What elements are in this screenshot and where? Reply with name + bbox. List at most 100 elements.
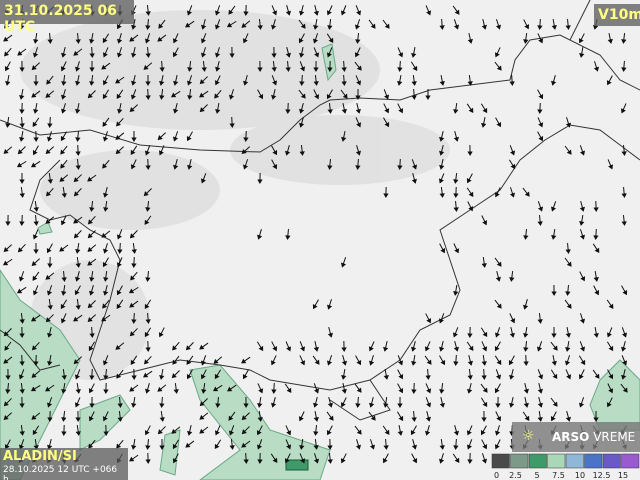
wind-arrow-head (453, 207, 459, 212)
wind-arrow-head (131, 80, 137, 86)
wind-arrow-head (228, 94, 235, 100)
wind-arrow-head (313, 416, 319, 422)
wind-arrow-head (19, 123, 25, 128)
wind-arrow-head (32, 150, 38, 156)
wind-arrow-head (593, 207, 599, 212)
wind-arrow-head (370, 415, 376, 421)
logo-icon: ☼ (522, 428, 535, 444)
wind-arrow-head (187, 164, 193, 170)
wind-arrow-head (129, 456, 135, 462)
wind-arrow-head (61, 389, 67, 394)
wind-arrow-head (313, 81, 319, 86)
wind-arrow-head (213, 358, 219, 364)
wind-arrow-head (621, 39, 627, 44)
wind-arrow-head (144, 331, 150, 338)
wind-arrow-head (594, 373, 600, 379)
logo-brand: ARSO (552, 430, 590, 444)
wind-arrow-head (594, 247, 600, 253)
wind-arrow-head (272, 10, 278, 16)
wind-arrow-head (327, 332, 333, 338)
wind-arrow-head (172, 458, 178, 464)
wind-arrow-head (103, 389, 109, 394)
run: 28.10.2025 12 UTC +066 h (3, 465, 118, 480)
wind-arrow-head (312, 38, 319, 44)
wind-arrow-head (33, 221, 39, 226)
wind-arrow-head (243, 11, 249, 16)
wind-arrow-head (117, 417, 123, 422)
wind-arrow-head (61, 193, 67, 198)
wind-arrow-head (117, 249, 123, 254)
wind-arrow-head (355, 403, 361, 408)
wind-arrow-head (3, 401, 9, 407)
wind-arrow-head (89, 81, 95, 86)
wind-arrow-head (355, 444, 362, 450)
wind-arrow-head (143, 64, 149, 70)
wind-arrow-head (31, 414, 37, 420)
wind-arrow-head (47, 179, 53, 184)
wind-arrow-head (580, 359, 586, 366)
wind-arrow-head (5, 123, 11, 128)
wind-arrow-head (523, 388, 529, 394)
wind-arrow-head (285, 109, 291, 114)
legend-label: 12.5 (593, 471, 611, 480)
wind-arrow-head (226, 22, 233, 28)
wind-arrow-head (341, 136, 347, 142)
wind-arrow-head (61, 375, 67, 380)
wind-arrow-head (18, 444, 25, 450)
wind-arrow-head (439, 346, 445, 352)
wind-arrow-head (453, 179, 459, 184)
wind-arrow-head (341, 388, 347, 394)
wind-arrow-head (411, 346, 417, 352)
wind-arrow-head (286, 430, 292, 436)
wind-arrow-head (215, 108, 221, 114)
wind-arrow-head (159, 417, 165, 422)
wind-arrow-head (425, 416, 431, 422)
wind-arrow-head (300, 458, 306, 464)
wind-arrow-head (438, 178, 444, 184)
wind-arrow-head (313, 402, 319, 408)
wind-arrow-head (115, 78, 121, 84)
wind-arrow-head (579, 150, 586, 156)
wind-arrow-head (214, 443, 220, 450)
wind-arrow-head (75, 249, 81, 254)
wind-arrow-head (186, 359, 192, 365)
wind-arrow-head (425, 375, 431, 380)
wind-arrow-head (145, 347, 151, 352)
wind-arrow-head (355, 150, 362, 156)
wind-arrow-head (103, 277, 109, 282)
wind-arrow-head (73, 316, 79, 322)
wind-arrow-head (468, 345, 474, 351)
wind-arrow-head (341, 347, 347, 352)
wind-arrow-head (314, 359, 320, 365)
wind-arrow-head (285, 235, 291, 240)
wind-arrow-head (382, 458, 388, 464)
wind-arrow-head (312, 303, 318, 310)
legend-label: 2.5 (509, 471, 522, 480)
wind-arrow-head (494, 345, 500, 352)
wind-arrow-head (102, 261, 108, 268)
borders (0, 0, 640, 421)
wind-arrow-head (551, 360, 557, 366)
wind-arrow-head (467, 388, 473, 394)
wind-arrow-head (131, 24, 137, 30)
wind-arrow-head (285, 52, 291, 58)
wind-arrow-head (468, 107, 474, 113)
wind-arrow-head (102, 360, 108, 366)
wind-arrow-head (73, 233, 79, 239)
wind-arrow-head (200, 178, 206, 184)
wind-arrow-head (4, 51, 10, 57)
wind-arrow-head (75, 276, 81, 282)
wind-arrow-head (17, 247, 23, 253)
wind-arrow-head (384, 23, 390, 29)
wind-arrow-head (481, 24, 487, 30)
wind-arrow-head (271, 67, 277, 72)
wind-arrow-head (341, 67, 347, 72)
wind-arrow-head (286, 444, 292, 450)
wind-arrow-head (538, 38, 544, 44)
wind-arrow-head (327, 109, 333, 114)
wind-arrow-head (285, 10, 291, 16)
legend: 0 2.5 5 7.5 10 12.5 15 (490, 452, 640, 480)
wind-arrow-head (537, 402, 543, 408)
wind-arrow-head (398, 108, 404, 114)
